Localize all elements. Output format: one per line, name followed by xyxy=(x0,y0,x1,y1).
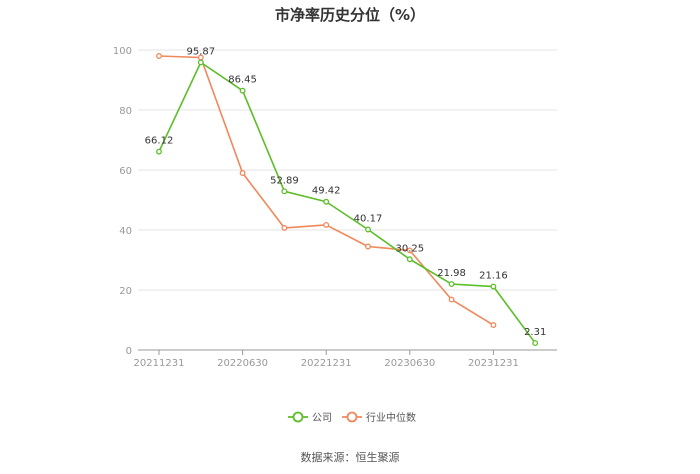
x-tick-label: 20230630 xyxy=(384,358,435,369)
data-point-company xyxy=(323,198,330,205)
data-point-industry-median xyxy=(406,247,413,254)
legend[interactable]: 公司 行业中位数 xyxy=(288,411,416,424)
chart-title: 市净率历史分位（%） xyxy=(275,6,425,24)
legend-item-industry-median[interactable]: 行业中位数 xyxy=(342,411,416,424)
x-tick-label: 20221231 xyxy=(301,358,352,369)
series-layer xyxy=(156,53,539,347)
data-label: 95.87 xyxy=(186,46,215,57)
data-label: 40.17 xyxy=(354,213,383,224)
x-tick-label: 20231231 xyxy=(468,358,519,369)
data-point-company xyxy=(156,148,162,155)
y-tick-label: 60 xyxy=(119,166,132,177)
y-tick-label: 40 xyxy=(119,226,132,237)
data-point-company xyxy=(365,226,371,233)
data-label: 21.98 xyxy=(437,268,466,279)
data-label: 30.25 xyxy=(395,243,424,254)
y-axis: 0 20 40 60 80 100 xyxy=(113,46,132,357)
data-labels: 66.12 95.87 86.45 52.89 49.42 40.17 30.25 21.98… xyxy=(145,46,547,338)
data-label: 66.12 xyxy=(145,136,174,147)
legend-item-company[interactable]: 公司 xyxy=(288,411,332,425)
data-point-industry-median xyxy=(323,221,330,228)
data-point-company xyxy=(281,188,288,195)
legend-label: 行业中位数 xyxy=(366,411,416,424)
data-point-industry-median xyxy=(490,322,497,329)
x-tick-label: 20220630 xyxy=(217,358,268,369)
data-label: 52.89 xyxy=(270,175,299,186)
data-label: 21.16 xyxy=(479,271,508,282)
data-point-company xyxy=(448,281,455,288)
data-label: 86.45 xyxy=(228,75,257,86)
legend-marker-icon xyxy=(292,411,304,423)
series-line-company xyxy=(158,61,536,344)
legend-label: 公司 xyxy=(312,413,332,424)
grid xyxy=(138,49,557,351)
y-tick-label: 20 xyxy=(119,286,132,297)
y-tick-label: 80 xyxy=(119,106,132,117)
source-note: 数据来源：恒生聚源 xyxy=(301,450,400,464)
x-tick-label: 20211231 xyxy=(134,358,185,369)
data-label: 2.31 xyxy=(524,327,546,338)
data-point-company xyxy=(406,256,413,263)
y-tick-label: 0 xyxy=(126,346,132,357)
legend-marker-icon xyxy=(346,411,358,423)
x-axis: 20211231 20220630 20221231 20230630 20231231 xyxy=(134,350,519,369)
data-point-company xyxy=(239,87,246,94)
data-point-industry-median xyxy=(448,296,455,303)
data-point-industry-median xyxy=(239,170,246,176)
data-point-industry-median xyxy=(365,243,371,250)
data-label: 49.42 xyxy=(312,186,341,197)
data-point-industry-median xyxy=(281,224,288,231)
y-tick-label: 100 xyxy=(113,46,132,57)
data-point-company xyxy=(197,59,204,66)
data-point-company xyxy=(532,340,539,347)
data-point-company xyxy=(490,283,497,290)
data-point-industry-median xyxy=(156,53,162,59)
